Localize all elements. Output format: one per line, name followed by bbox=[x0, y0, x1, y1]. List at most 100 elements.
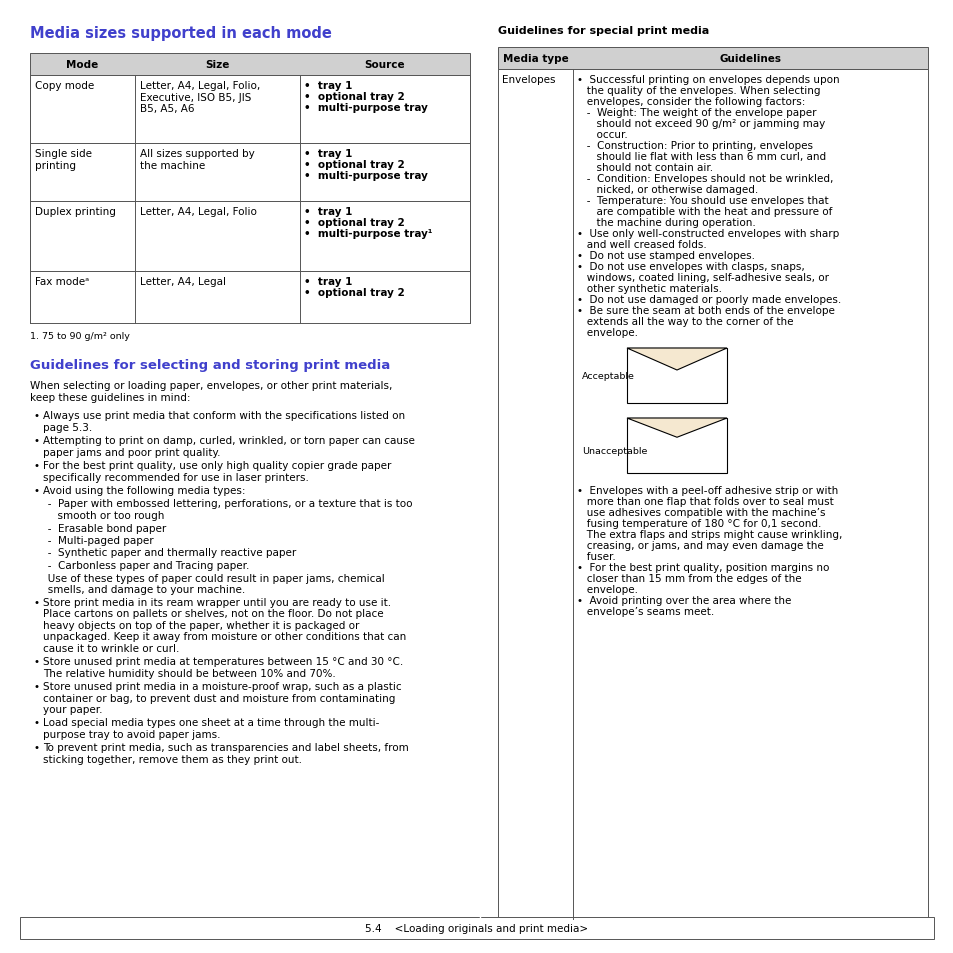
Text: •  Be sure the seam at both ends of the envelope: • Be sure the seam at both ends of the e… bbox=[577, 306, 834, 315]
Text: nicked, or otherwise damaged.: nicked, or otherwise damaged. bbox=[577, 185, 758, 194]
Text: For the best print quality, use only high quality copier grade paper
specificall: For the best print quality, use only hig… bbox=[43, 460, 391, 482]
Text: -  Construction: Prior to printing, envelopes: - Construction: Prior to printing, envel… bbox=[577, 141, 812, 151]
Bar bbox=[30, 202, 470, 272]
Text: •  Do not use stamped envelopes.: • Do not use stamped envelopes. bbox=[577, 251, 754, 261]
Bar bbox=[30, 272, 470, 324]
Bar bbox=[30, 144, 470, 202]
Text: Store unused print media in a moisture-proof wrap, such as a plastic
container o: Store unused print media in a moisture-p… bbox=[43, 681, 401, 715]
Text: •  multi-purpose tray¹: • multi-purpose tray¹ bbox=[304, 229, 432, 239]
Text: •  tray 1: • tray 1 bbox=[304, 149, 352, 159]
Text: •  optional tray 2: • optional tray 2 bbox=[304, 160, 404, 170]
Text: Letter, A4, Legal, Folio,
Executive, ISO B5, JIS
B5, A5, A6: Letter, A4, Legal, Folio, Executive, ISO… bbox=[140, 81, 260, 114]
Text: Store print media in its ream wrapper until you are ready to use it.
Place carto: Store print media in its ream wrapper un… bbox=[43, 597, 406, 653]
Text: -  Paper with embossed lettering, perforations, or a texture that is too
      s: - Paper with embossed lettering, perfora… bbox=[38, 499, 412, 520]
Bar bbox=[626, 349, 726, 403]
Text: •  Do not use envelopes with clasps, snaps,: • Do not use envelopes with clasps, snap… bbox=[577, 262, 804, 272]
Text: Avoid using the following media types:: Avoid using the following media types: bbox=[43, 485, 245, 496]
Text: When selecting or loading paper, envelopes, or other print materials,
keep these: When selecting or loading paper, envelop… bbox=[30, 380, 392, 402]
Bar bbox=[497, 70, 927, 919]
Text: other synthetic materials.: other synthetic materials. bbox=[577, 284, 721, 294]
Text: •: • bbox=[33, 742, 39, 753]
Text: Acceptable: Acceptable bbox=[581, 372, 634, 380]
Text: envelope’s seams meet.: envelope’s seams meet. bbox=[577, 606, 714, 617]
Text: Source: Source bbox=[364, 60, 405, 70]
Bar bbox=[30, 54, 470, 76]
Text: Letter, A4, Legal: Letter, A4, Legal bbox=[140, 276, 226, 287]
Text: •  multi-purpose tray: • multi-purpose tray bbox=[304, 171, 428, 181]
Text: Size: Size bbox=[205, 60, 230, 70]
Text: Copy mode: Copy mode bbox=[35, 81, 94, 91]
Polygon shape bbox=[626, 349, 726, 371]
Text: use adhesives compatible with the machine’s: use adhesives compatible with the machin… bbox=[577, 507, 824, 517]
Bar bbox=[20, 917, 933, 939]
Text: fuser.: fuser. bbox=[577, 552, 615, 561]
Text: •: • bbox=[33, 485, 39, 496]
Text: Attempting to print on damp, curled, wrinkled, or torn paper can cause
paper jam: Attempting to print on damp, curled, wri… bbox=[43, 436, 415, 457]
Text: The extra flaps and strips might cause wrinkling,: The extra flaps and strips might cause w… bbox=[577, 530, 841, 539]
Text: •: • bbox=[33, 681, 39, 691]
Text: -  Condition: Envelopes should not be wrinkled,: - Condition: Envelopes should not be wri… bbox=[577, 173, 833, 184]
Text: To prevent print media, such as transparencies and label sheets, from
sticking t: To prevent print media, such as transpar… bbox=[43, 742, 408, 764]
Text: -  Erasable bond paper: - Erasable bond paper bbox=[38, 523, 166, 533]
Text: -  Weight: The weight of the envelope paper: - Weight: The weight of the envelope pap… bbox=[577, 108, 816, 118]
Polygon shape bbox=[626, 418, 726, 437]
Text: Guidelines: Guidelines bbox=[719, 54, 781, 64]
Text: •  tray 1: • tray 1 bbox=[304, 276, 352, 287]
Text: should not contain air.: should not contain air. bbox=[577, 163, 713, 172]
Text: Fax modeᵃ: Fax modeᵃ bbox=[35, 276, 89, 287]
Text: Guidelines for selecting and storing print media: Guidelines for selecting and storing pri… bbox=[30, 358, 390, 372]
Text: •  optional tray 2: • optional tray 2 bbox=[304, 91, 404, 102]
Text: •: • bbox=[33, 436, 39, 446]
Text: •  Use only well-constructed envelopes with sharp: • Use only well-constructed envelopes wi… bbox=[577, 229, 839, 239]
Text: Envelopes: Envelopes bbox=[501, 75, 555, 85]
Text: •  optional tray 2: • optional tray 2 bbox=[304, 288, 404, 297]
Text: -  Temperature: You should use envelopes that: - Temperature: You should use envelopes … bbox=[577, 195, 828, 206]
Text: closer than 15 mm from the edges of the: closer than 15 mm from the edges of the bbox=[577, 574, 801, 583]
Text: envelope.: envelope. bbox=[577, 328, 638, 337]
Text: Media sizes supported in each mode: Media sizes supported in each mode bbox=[30, 26, 332, 41]
Text: •  Do not use damaged or poorly made envelopes.: • Do not use damaged or poorly made enve… bbox=[577, 294, 841, 305]
Text: •  Envelopes with a peel-off adhesive strip or with: • Envelopes with a peel-off adhesive str… bbox=[577, 485, 838, 496]
Text: fusing temperature of 180 °C for 0,1 second.: fusing temperature of 180 °C for 0,1 sec… bbox=[577, 518, 821, 529]
Text: Guidelines for special print media: Guidelines for special print media bbox=[497, 26, 708, 36]
Text: Letter, A4, Legal, Folio: Letter, A4, Legal, Folio bbox=[140, 207, 256, 216]
Bar bbox=[497, 48, 927, 70]
Text: All sizes supported by
the machine: All sizes supported by the machine bbox=[140, 149, 254, 171]
Text: and well creased folds.: and well creased folds. bbox=[577, 240, 706, 250]
Text: should lie flat with less than 6 mm curl, and: should lie flat with less than 6 mm curl… bbox=[577, 152, 825, 162]
Bar bbox=[626, 418, 726, 474]
Text: Unacceptable: Unacceptable bbox=[581, 447, 647, 456]
Text: Use of these types of paper could result in paper jams, chemical
   smells, and : Use of these types of paper could result… bbox=[38, 573, 384, 595]
Text: 1. 75 to 90 g/m² only: 1. 75 to 90 g/m² only bbox=[30, 332, 130, 340]
Bar bbox=[30, 76, 470, 144]
Text: •: • bbox=[33, 460, 39, 471]
Text: should not exceed 90 g/m² or jamming may: should not exceed 90 g/m² or jamming may bbox=[577, 119, 824, 129]
Text: Duplex printing: Duplex printing bbox=[35, 207, 115, 216]
Text: •  Avoid printing over the area where the: • Avoid printing over the area where the bbox=[577, 596, 791, 605]
Text: -  Synthetic paper and thermally reactive paper: - Synthetic paper and thermally reactive… bbox=[38, 548, 296, 558]
Text: windows, coated lining, self-adhesive seals, or: windows, coated lining, self-adhesive se… bbox=[577, 273, 828, 283]
Text: are compatible with the heat and pressure of: are compatible with the heat and pressur… bbox=[577, 207, 832, 216]
Text: •  Successful printing on envelopes depends upon: • Successful printing on envelopes depen… bbox=[577, 75, 839, 85]
Text: •: • bbox=[33, 411, 39, 420]
Text: Always use print media that conform with the specifications listed on
page 5.3.: Always use print media that conform with… bbox=[43, 411, 405, 432]
Text: •: • bbox=[33, 597, 39, 607]
Text: Mode: Mode bbox=[67, 60, 98, 70]
Text: Store unused print media at temperatures between 15 °C and 30 °C.
The relative h: Store unused print media at temperatures… bbox=[43, 657, 403, 678]
Text: the quality of the envelopes. When selecting: the quality of the envelopes. When selec… bbox=[577, 86, 820, 96]
Text: •: • bbox=[33, 718, 39, 728]
Text: •  optional tray 2: • optional tray 2 bbox=[304, 218, 404, 228]
Text: occur.: occur. bbox=[577, 130, 627, 140]
Text: envelopes, consider the following factors:: envelopes, consider the following factor… bbox=[577, 97, 804, 107]
Text: •  For the best print quality, position margins no: • For the best print quality, position m… bbox=[577, 562, 828, 573]
Text: more than one flap that folds over to seal must: more than one flap that folds over to se… bbox=[577, 497, 833, 506]
Text: Media type: Media type bbox=[502, 54, 568, 64]
Text: •  tray 1: • tray 1 bbox=[304, 207, 352, 216]
Text: -  Multi-paged paper: - Multi-paged paper bbox=[38, 536, 153, 545]
Text: extends all the way to the corner of the: extends all the way to the corner of the bbox=[577, 316, 793, 327]
Text: •  multi-purpose tray: • multi-purpose tray bbox=[304, 103, 428, 112]
Text: the machine during operation.: the machine during operation. bbox=[577, 218, 755, 228]
Text: creasing, or jams, and may even damage the: creasing, or jams, and may even damage t… bbox=[577, 540, 822, 551]
Text: •: • bbox=[33, 657, 39, 666]
Text: •  tray 1: • tray 1 bbox=[304, 81, 352, 91]
